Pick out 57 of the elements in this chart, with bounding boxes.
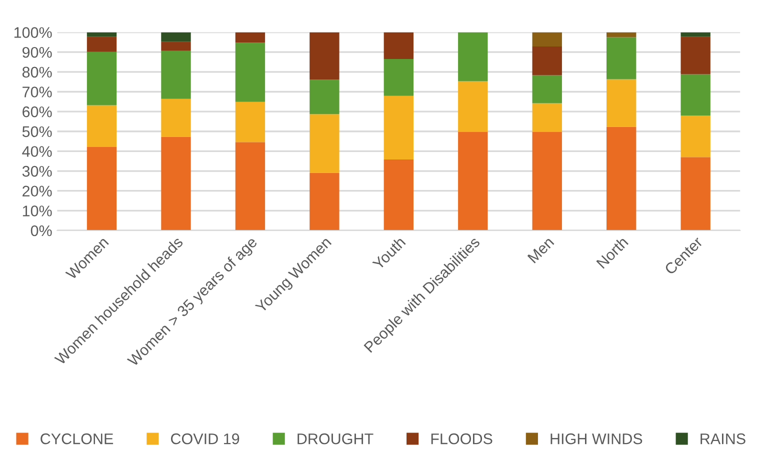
bar [86,105,117,148]
y-tick-label: 20% [22,186,52,197]
bar [235,32,266,43]
legend-label: RAINS [700,433,746,444]
bar [606,79,636,127]
bar [310,32,340,80]
bar [86,32,117,37]
bar [606,32,636,38]
y-tick-label: 50% [22,126,52,138]
legend-label: CYCLONE [40,433,114,444]
bar [235,142,266,230]
bar [86,147,117,230]
bar [384,32,414,60]
bar [606,37,636,80]
bar [310,114,340,173]
y-tick-label: 10% [22,206,52,216]
bar [680,157,710,230]
bar [161,50,191,99]
bar [532,46,562,76]
x-tick-label: Men [527,236,554,264]
bar [161,32,191,42]
bar [384,59,414,96]
bar [680,74,710,116]
legend-label: COVID 19 [171,433,240,444]
bar [532,132,562,230]
y-tick-label: 70% [22,86,52,98]
bar [680,36,710,74]
bar [235,42,266,102]
y-tick-label: 90% [22,46,52,58]
bar [532,32,562,47]
bar [235,102,266,142]
bar [161,136,191,230]
bar [161,98,191,137]
bar [310,172,340,230]
bar [532,103,562,132]
y-tick-label: 80% [22,66,52,78]
bar [606,126,636,230]
bar [384,160,414,230]
bar [458,81,488,132]
bar [310,80,340,114]
legend-label: DROUGHT [298,433,374,444]
y-tick-label: 100% [14,27,52,38]
y-tick-label: 40% [22,146,52,157]
y-tick-label: 60% [22,106,52,118]
y-tick-label: 0% [30,225,52,236]
legend-label: HIGH WINDS [550,433,642,444]
bar [532,75,562,104]
bar [86,52,117,106]
legend-label: FLOODS [431,433,492,444]
bar [458,132,488,230]
bar [86,36,117,52]
bar [384,96,414,160]
bar [458,32,488,82]
bar [680,32,710,37]
y-tick-label: 30% [22,166,52,177]
bar [680,116,710,158]
bar [161,42,191,51]
